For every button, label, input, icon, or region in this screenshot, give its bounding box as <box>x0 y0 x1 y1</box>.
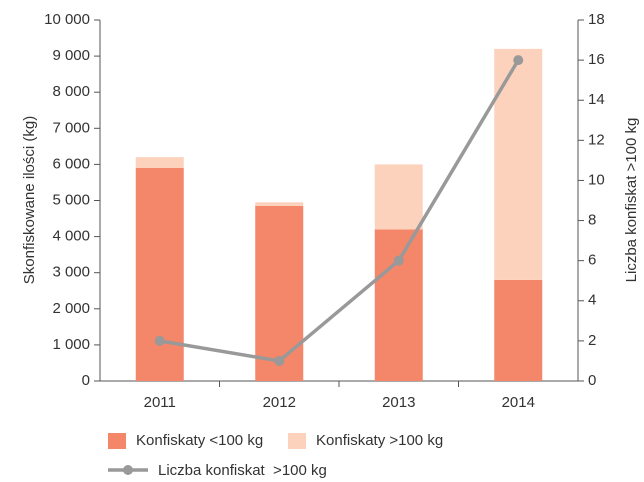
y2-tick-label: 2 <box>588 332 596 349</box>
y-tick-label: 10 000 <box>44 11 90 28</box>
y-tick-label: 1 000 <box>52 336 90 353</box>
x-tick-label: 2011 <box>144 394 176 411</box>
y-tick-label: 3 000 <box>52 264 90 281</box>
bar-segment <box>374 229 423 381</box>
line-marker <box>274 355 285 366</box>
legend-swatch <box>288 433 306 449</box>
y-tick-label: 6 000 <box>52 155 90 172</box>
bar-segment <box>374 164 423 230</box>
legend-label: Liczba konfiskat >100 kg <box>158 462 327 479</box>
y2-tick-label: 12 <box>588 131 605 148</box>
y2-tick-label: 6 <box>588 252 596 269</box>
line-marker <box>154 335 165 346</box>
y2-tick-label: 10 <box>588 171 605 188</box>
bar-segment <box>255 205 304 381</box>
legend-marker <box>123 465 133 475</box>
bar-segment <box>255 202 304 206</box>
y-tick-label: 7 000 <box>52 119 90 136</box>
x-tick-label: 2012 <box>263 394 296 411</box>
x-tick-label: 2013 <box>382 394 415 411</box>
y2-tick-label: 4 <box>588 292 596 309</box>
y-tick-label: 0 <box>82 372 90 389</box>
bar-segment <box>494 48 543 280</box>
y2-axis-title: Liczba konfiskat >100 kg <box>623 118 640 283</box>
line <box>159 59 520 363</box>
y-axis-title: Skonfiskowane ilości (kg) <box>21 116 38 284</box>
line-marker <box>513 55 524 66</box>
legend-label: Konfiskaty <100 kg <box>136 432 263 449</box>
y-tick-label: 2 000 <box>52 300 90 317</box>
bar-segment <box>135 157 184 169</box>
y-tick-label: 8 000 <box>52 83 90 100</box>
bar-segment <box>494 279 543 381</box>
line-marker <box>393 255 404 266</box>
legend-label: Konfiskaty >100 kg <box>316 432 443 449</box>
y-tick-label: 4 000 <box>52 228 90 245</box>
y2-tick-label: 14 <box>588 91 605 108</box>
y2-tick-label: 8 <box>588 212 596 229</box>
y2-tick-label: 18 <box>588 11 605 28</box>
bar-segment <box>135 168 184 381</box>
y-tick-label: 5 000 <box>52 191 90 208</box>
y2-tick-label: 16 <box>588 51 605 68</box>
x-tick-label: 2014 <box>502 394 535 411</box>
y-tick-label: 9 000 <box>52 47 90 64</box>
legend-swatch <box>108 433 126 449</box>
y2-tick-label: 0 <box>588 372 596 389</box>
